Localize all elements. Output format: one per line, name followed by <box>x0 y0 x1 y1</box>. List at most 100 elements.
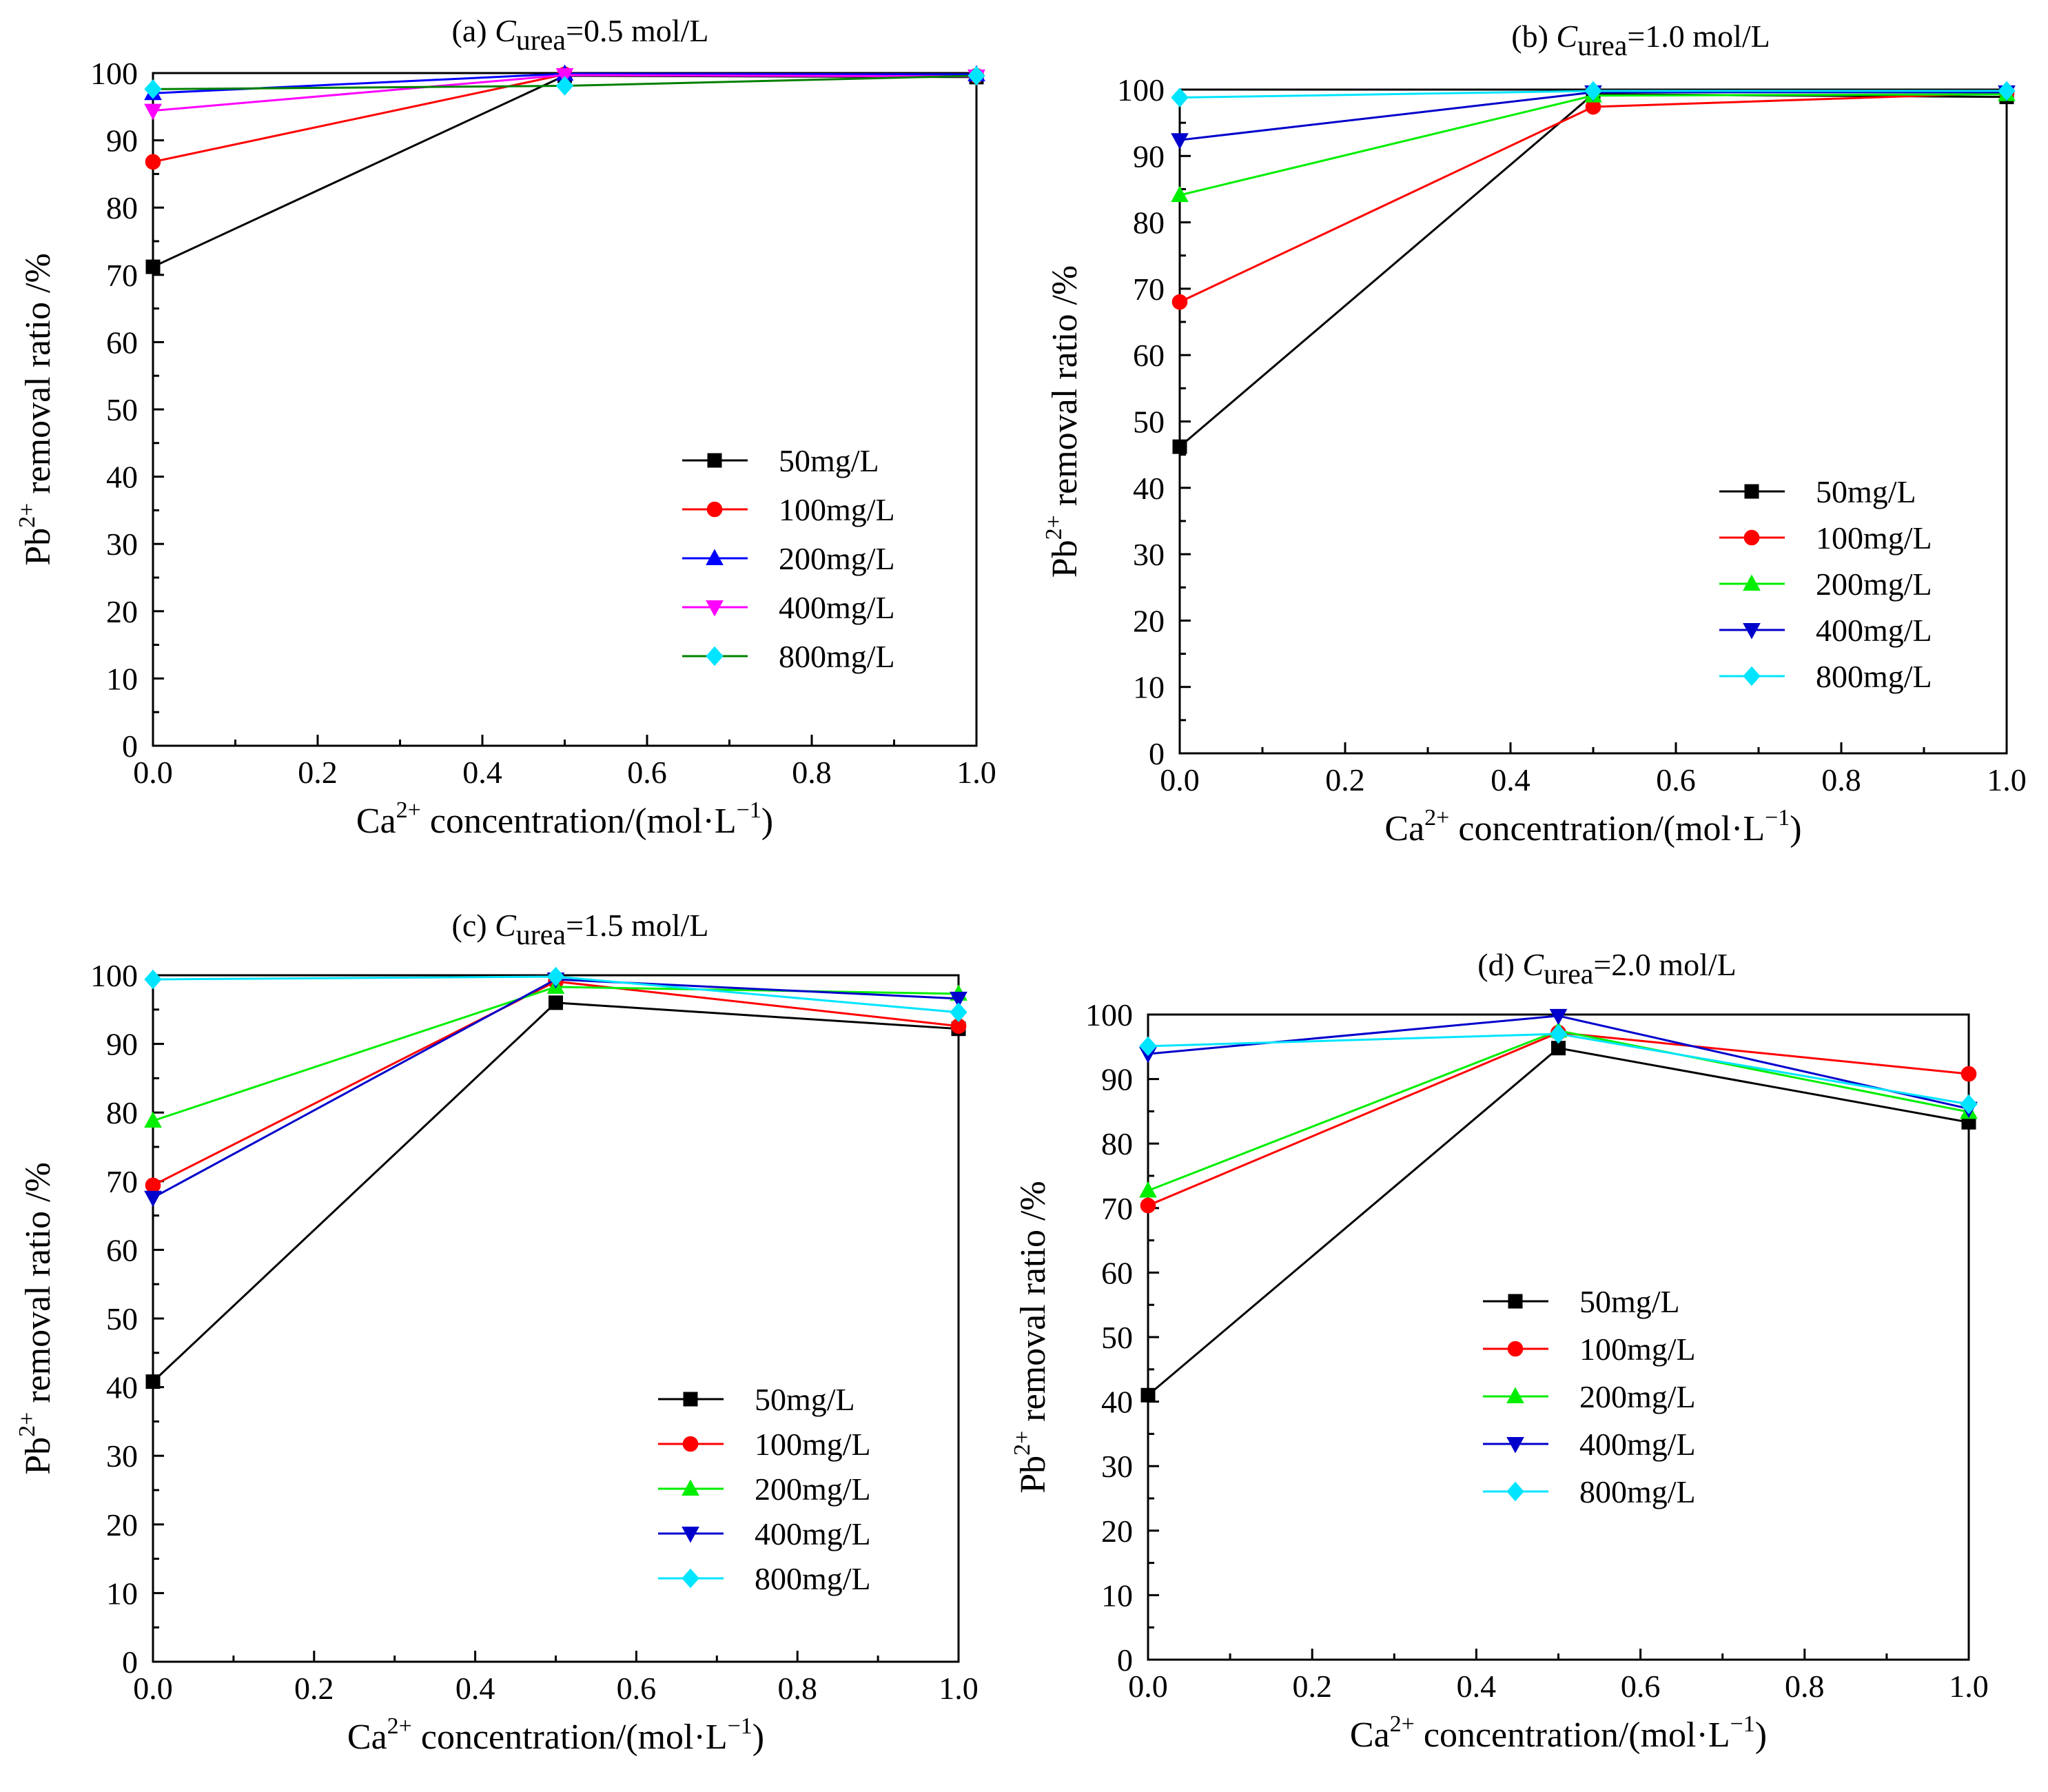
data-point <box>144 103 162 121</box>
legend-label: 800mg/L <box>779 639 895 674</box>
legend-marker <box>1743 666 1761 686</box>
ylabel-main: Pb <box>1014 1456 1053 1494</box>
data-point <box>1171 133 1189 150</box>
title-variable: C <box>1522 947 1544 982</box>
x-tick-label: 0.0 <box>1128 1669 1168 1704</box>
y-tick-label: 40 <box>106 1370 138 1405</box>
data-point <box>950 1002 967 1023</box>
chart-panel-a: 0.0 0.2 0.4 0.6 0.8 1.0 0 10 20 30 40 50 60 70 80 90 100… <box>14 13 996 841</box>
data-point <box>1960 1094 1978 1114</box>
y-tick-label: 0 <box>122 1645 138 1680</box>
xlabel-main: Ca <box>347 1718 387 1757</box>
x-tick-label: 1.0 <box>939 1671 979 1706</box>
y-tick-label: 20 <box>106 594 138 629</box>
legend-marker <box>1506 1387 1524 1403</box>
xlabel-mid: concentration/(mol·L <box>421 802 737 841</box>
series-50mg/L <box>145 995 966 1389</box>
legend-label: 800mg/L <box>1579 1474 1696 1509</box>
title-prefix: (a) <box>452 13 495 48</box>
y-tick-label: 50 <box>1101 1320 1133 1355</box>
data-point <box>145 1374 161 1389</box>
data-point <box>1998 81 2016 101</box>
y-tick-label: 20 <box>106 1507 138 1542</box>
x-tick-label: 1.0 <box>1987 762 2027 797</box>
y-axis-label: Pb2+ removal ratio /% <box>1041 265 1085 578</box>
data-point <box>144 1111 162 1128</box>
legend-marker <box>682 1568 699 1589</box>
ylabel-superscript: 2+ <box>1010 1431 1035 1456</box>
y-tick-label: 10 <box>1101 1578 1133 1613</box>
x-axis-label: Ca2+ concentration/(mol·L−1) <box>1350 1711 1767 1755</box>
y-tick-label: 30 <box>1101 1449 1133 1484</box>
title-subscript: urea <box>1577 30 1628 62</box>
legend-label: 200mg/L <box>779 541 895 576</box>
x-tick-label: 0.8 <box>1785 1669 1825 1704</box>
legend: 50mg/L 100mg/L 200mg/L 400mg/L 800mg/L <box>1483 1284 1696 1509</box>
data-point <box>1171 88 1189 108</box>
series-line <box>152 1001 959 1383</box>
y-tick-label: 10 <box>106 1576 138 1611</box>
y-tick-label: 80 <box>1101 1126 1133 1161</box>
xlabel-superscript: 2+ <box>1424 805 1449 831</box>
data-point <box>1140 1387 1156 1403</box>
series-line <box>152 74 977 268</box>
ylabel-main: Pb <box>19 528 58 566</box>
legend: 50mg/L 100mg/L 200mg/L 400mg/L 800mg/L <box>682 443 895 674</box>
legend-marker <box>682 1436 699 1452</box>
data-point <box>1139 1181 1157 1198</box>
series-line <box>1179 92 2007 303</box>
xlabel-end: ) <box>1755 1715 1767 1755</box>
title-prefix: (b) <box>1511 19 1556 54</box>
y-tick-label: 60 <box>1101 1255 1133 1290</box>
ylabel-main: Pb <box>19 1437 58 1475</box>
legend-marker <box>1506 1481 1524 1502</box>
legend-label: 50mg/L <box>1816 474 1916 509</box>
xlabel-end: ) <box>761 802 773 841</box>
ylabel-superscript: 2+ <box>1041 515 1067 540</box>
y-tick-label: 0 <box>1149 736 1165 771</box>
chart-title: (a) Curea=0.5 mol/L <box>452 13 709 57</box>
legend-label: 100mg/L <box>755 1427 871 1462</box>
x-tick-label: 0.0 <box>1160 762 1200 797</box>
x-axis-label: Ca2+ concentration/(mol·L−1) <box>347 1713 764 1757</box>
y-tick-label: 70 <box>106 258 138 293</box>
xlabel-end: ) <box>1790 809 1801 848</box>
legend-marker <box>1508 1294 1523 1309</box>
y-tick-label: 100 <box>90 958 138 993</box>
xlabel-main: Ca <box>1384 809 1424 848</box>
legend-marker <box>1743 574 1761 591</box>
chart-panel-d: 0.0 0.2 0.4 0.6 0.8 1.0 0 10 20 30 40 50 60 70 80 90 100… <box>1010 947 1989 1755</box>
y-tick-label: 0 <box>1117 1642 1133 1678</box>
y-tick-label: 50 <box>106 392 138 427</box>
title-prefix: (c) <box>452 908 495 943</box>
y-tick-label: 50 <box>106 1301 138 1336</box>
y-tick-label: 80 <box>106 1095 138 1130</box>
data-point <box>967 65 985 86</box>
ylabel-superscript: 2+ <box>14 1412 40 1437</box>
data-point <box>1171 294 1188 310</box>
legend-marker <box>682 1527 699 1543</box>
legend-marker <box>683 1392 698 1407</box>
legend-marker <box>1744 484 1759 499</box>
xlabel-superscript-2: −1 <box>1730 1711 1755 1737</box>
title-suffix: =0.5 mol/L <box>566 13 708 48</box>
xlabel-superscript-2: −1 <box>728 1713 752 1739</box>
title-prefix: (d) <box>1477 947 1522 982</box>
y-tick-label: 10 <box>1133 670 1165 705</box>
legend-marker <box>1506 1437 1524 1454</box>
x-tick-label: 0.8 <box>777 1671 817 1706</box>
data-point <box>145 259 161 274</box>
y-tick-label: 20 <box>1101 1514 1133 1549</box>
series-line <box>152 980 959 1187</box>
xlabel-end: ) <box>752 1718 764 1757</box>
data-point <box>546 966 565 987</box>
legend-marker <box>1743 623 1761 640</box>
xlabel-superscript-2: −1 <box>1765 805 1790 831</box>
y-axis-label: Pb2+ removal ratio /% <box>14 1162 58 1475</box>
legend-label: 400mg/L <box>755 1516 871 1551</box>
title-variable: C <box>1556 19 1578 54</box>
plot-frame <box>1147 1013 1970 1661</box>
series-line <box>1147 1031 1969 1207</box>
x-tick-label: 0.0 <box>133 1671 173 1706</box>
